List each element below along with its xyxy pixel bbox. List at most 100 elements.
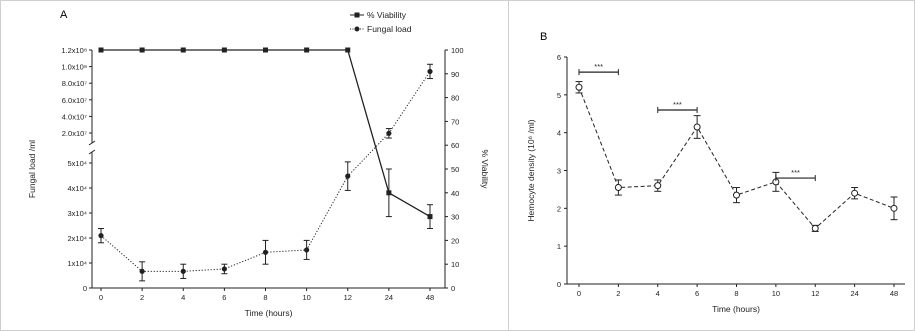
- a-y-left-upper-tick-label: 4.0x10⁷: [62, 112, 88, 121]
- b-significance-label: ***: [791, 168, 800, 177]
- b-y-tick-label: 6: [557, 53, 561, 62]
- a-y-right-tick-label: 50: [451, 165, 459, 174]
- a-y-left-tick-label: 5x10⁴: [68, 159, 88, 168]
- a-y-left-upper-tick-label: 1.2x10⁸: [61, 46, 87, 55]
- b-density-point: [851, 189, 859, 197]
- b-density-point: [890, 204, 898, 212]
- a-y-right-tick-label: 70: [451, 117, 459, 126]
- panel-a-y-axis-title-right: % Viability: [480, 149, 490, 189]
- legend-circle-marker: [354, 26, 360, 32]
- a-viability-point: [345, 47, 351, 53]
- a-x-tick-label: 6: [222, 293, 226, 302]
- a-y-right-tick-label: 0: [451, 284, 455, 293]
- a-viability-line: [101, 49, 431, 218]
- panel-a-legend: % Viability Fungal load: [350, 10, 412, 34]
- a-y-left-upper-tick-label: 6.0x10⁷: [62, 96, 88, 105]
- b-density-point: [654, 182, 662, 190]
- b-x-tick-label: 6: [695, 289, 699, 298]
- b-y-tick-label: 4: [557, 129, 561, 138]
- a-y-left-tick-label: 4x10⁴: [68, 184, 88, 193]
- b-x-tick-label: 4: [656, 289, 660, 298]
- a-fungal-point: [180, 268, 186, 274]
- a-y-left-tick-label: 2x10⁴: [68, 234, 88, 243]
- a-viability-point: [427, 214, 433, 220]
- a-fungal-point: [139, 268, 145, 274]
- legend-viability-label: % Viability: [367, 10, 407, 20]
- a-x-tick-label: 2: [140, 293, 144, 302]
- a-fungal-point: [427, 68, 433, 75]
- a-axis-break-mark-2: [88, 149, 96, 155]
- a-viability-point: [98, 47, 104, 53]
- a-viability-point: [304, 47, 310, 53]
- b-y-tick-label: 5: [557, 91, 561, 100]
- panel-b-axes: [566, 57, 905, 285]
- a-y-right-tick-label: 40: [451, 189, 459, 198]
- b-x-tick-label: 0: [577, 289, 581, 298]
- panel-a-x-axis-title: Time (hours): [245, 308, 293, 318]
- a-y-right-tick-label: 60: [451, 141, 459, 150]
- b-significance-label: ***: [594, 62, 603, 71]
- a-x-tick-label: 48: [426, 293, 434, 302]
- a-y-right-tick-label: 100: [451, 46, 464, 55]
- panel-b-series: [575, 81, 898, 232]
- b-x-tick-label: 12: [811, 289, 819, 298]
- b-x-tick-label: 48: [890, 289, 898, 298]
- panel-a-y-axis-title-left: Fungal load /ml: [27, 140, 37, 198]
- panel-a-series: [98, 47, 433, 282]
- b-density-point: [614, 184, 622, 192]
- a-viability-point: [263, 47, 268, 53]
- a-axis-break-mark-1: [88, 140, 96, 146]
- a-fungal-point: [345, 173, 351, 179]
- legend-fungal-label: Fungal load: [367, 24, 412, 34]
- a-viability-point: [180, 47, 186, 53]
- a-x-tick-label: 8: [263, 293, 267, 302]
- a-fungal-point: [98, 233, 104, 239]
- a-x-tick-label: 24: [385, 293, 393, 302]
- a-x-tick-label: 4: [181, 293, 185, 302]
- a-fungal-point: [386, 130, 392, 136]
- b-density-line: [578, 87, 895, 230]
- panel-b-significance: *** *** ***: [578, 62, 816, 182]
- a-fungal-point: [221, 266, 227, 272]
- a-viability-point: [386, 190, 392, 196]
- panel-a-ticks: 0 2 4 6 8 10 12 24 4801x10⁴2x10⁴3x10⁴4x10⁴5x10⁴2…: [61, 46, 463, 302]
- panel-b-x-axis-title: Time (hours): [712, 304, 760, 314]
- a-y-right-tick-label: 80: [451, 94, 459, 103]
- b-x-tick-label: 8: [734, 289, 738, 298]
- b-y-tick-label: 0: [557, 280, 561, 289]
- a-viability-point: [139, 47, 145, 53]
- a-y-right-tick-label: 10: [451, 260, 459, 269]
- a-y-left-tick-label: 0: [83, 284, 87, 293]
- panel-a-label: A: [60, 9, 68, 21]
- a-fungal-point: [262, 249, 269, 255]
- b-x-tick-label: 10: [772, 289, 780, 298]
- panel-a: A 0 2 4 6 8 10 12 24 4801x10⁴2x10⁴3x10⁴4x10⁴5x10…: [27, 9, 490, 318]
- a-y-left-tick-label: 1x10⁴: [68, 259, 88, 268]
- a-x-tick-label: 12: [344, 293, 352, 302]
- a-y-right-tick-label: 20: [451, 236, 459, 245]
- a-y-left-upper-tick-label: 1.0x10⁸: [61, 63, 87, 72]
- b-density-point: [733, 191, 740, 199]
- a-x-tick-label: 10: [302, 293, 310, 302]
- b-y-tick-label: 3: [557, 167, 561, 176]
- b-y-tick-label: 1: [557, 242, 561, 251]
- a-y-left-upper-tick-label: 2.0x10⁷: [62, 129, 88, 138]
- a-x-tick-label: 0: [99, 293, 103, 302]
- b-x-tick-label: 2: [616, 289, 620, 298]
- a-y-right-tick-label: 90: [451, 70, 459, 79]
- b-x-tick-label: 24: [850, 289, 858, 298]
- b-y-tick-label: 2: [557, 204, 561, 213]
- panel-b-y-axis-title: Hemocyte density (10⁶ /ml): [526, 119, 536, 221]
- a-y-left-upper-tick-label: 8.0x10⁷: [62, 79, 88, 88]
- a-fungal-point: [304, 247, 310, 253]
- panel-b-label: B: [540, 31, 547, 43]
- b-significance-label: ***: [673, 100, 682, 109]
- b-density-point: [811, 224, 819, 232]
- a-y-right-tick-label: 30: [451, 213, 459, 222]
- a-viability-point: [221, 47, 227, 53]
- a-y-left-tick-label: 3x10⁴: [68, 209, 88, 218]
- b-density-point: [693, 123, 701, 131]
